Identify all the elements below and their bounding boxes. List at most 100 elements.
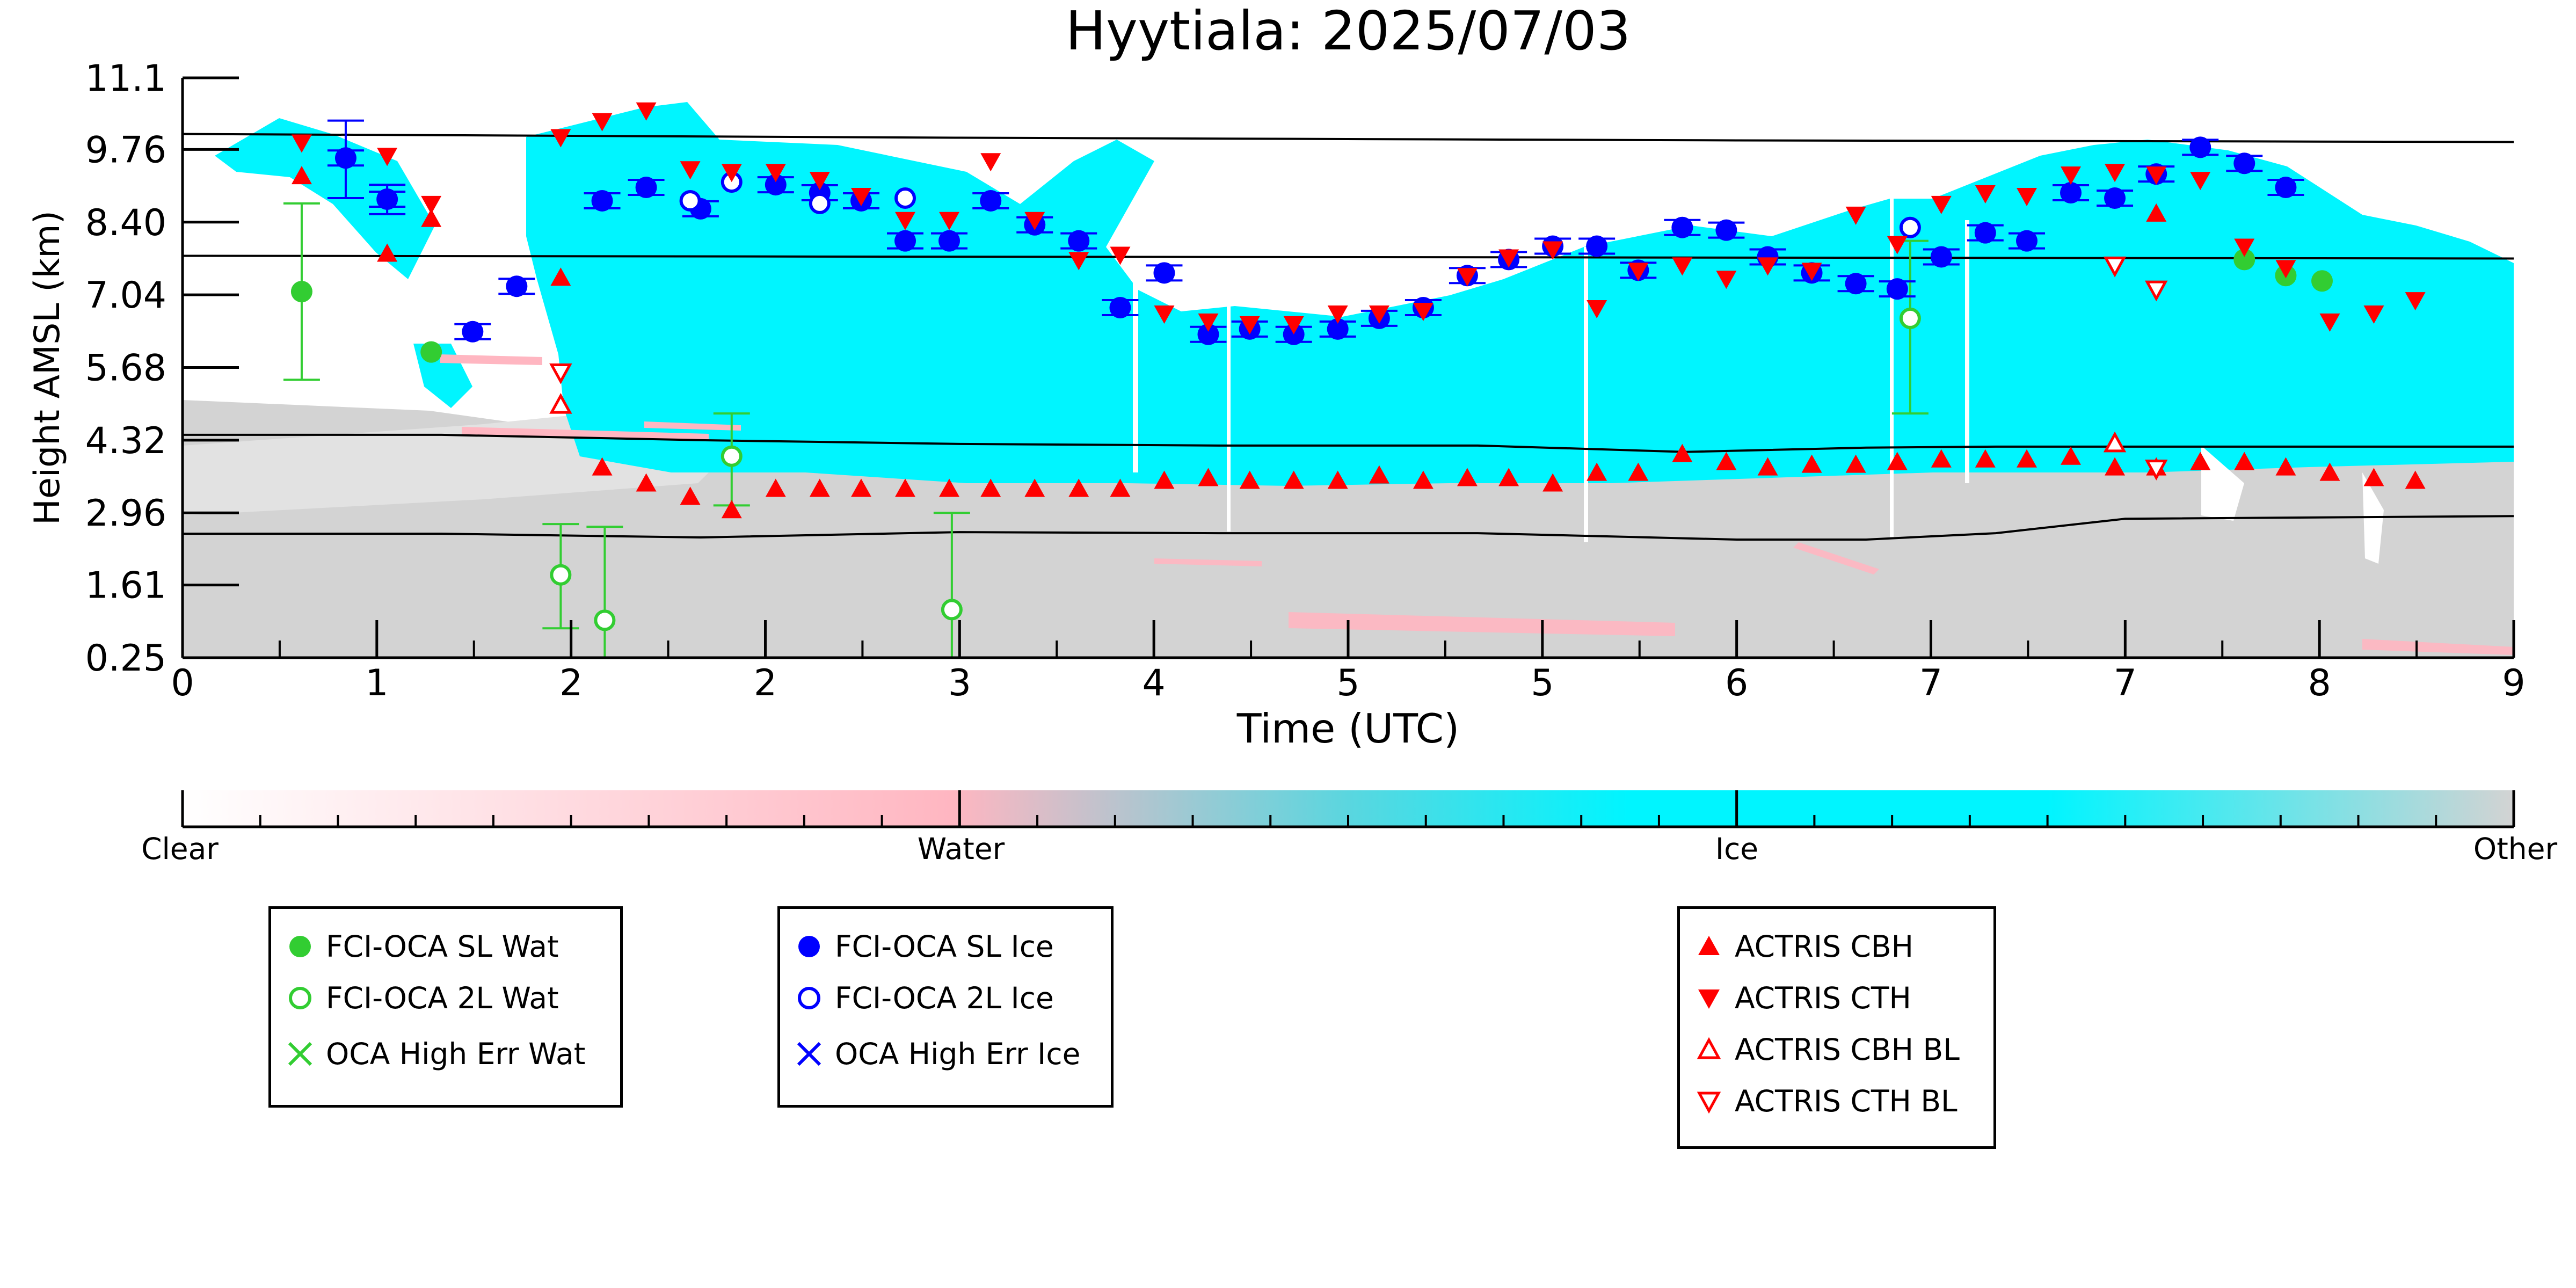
data-point bbox=[1716, 271, 1737, 289]
data-point bbox=[765, 174, 787, 196]
data-point bbox=[679, 190, 701, 212]
data-point bbox=[1845, 273, 1867, 295]
data-point bbox=[334, 147, 356, 169]
data-point bbox=[550, 564, 572, 586]
data-point bbox=[2146, 166, 2167, 185]
data-point bbox=[549, 392, 572, 414]
x-tick-label: 6 bbox=[1725, 662, 1748, 704]
data-point bbox=[1757, 257, 1778, 276]
data-point bbox=[1975, 185, 1996, 204]
data-point bbox=[1153, 262, 1175, 284]
reference-line bbox=[183, 515, 2514, 541]
data-point bbox=[1930, 246, 1952, 268]
filled-circle-icon bbox=[289, 936, 311, 957]
data-point bbox=[809, 478, 830, 497]
data-point bbox=[1715, 219, 1737, 241]
ice-class-area-main bbox=[526, 102, 2514, 486]
data-point bbox=[1672, 443, 1693, 462]
data-point bbox=[2190, 172, 2211, 191]
data-point bbox=[592, 457, 613, 476]
y-tick-label: 11.1 bbox=[85, 57, 166, 100]
data-point bbox=[1671, 216, 1693, 238]
data-point bbox=[1283, 316, 1304, 334]
data-point bbox=[2061, 166, 2082, 185]
data-point bbox=[1931, 195, 1952, 214]
data-point bbox=[1369, 305, 1389, 324]
data-point bbox=[2060, 182, 2082, 204]
y-tick-label: 4.32 bbox=[85, 420, 166, 462]
data-point bbox=[2405, 292, 2426, 311]
legend-label: OCA High Err Wat bbox=[326, 1037, 586, 1071]
colorbar-label-other: Other bbox=[2473, 832, 2558, 866]
data-point bbox=[2190, 452, 2211, 470]
data-point bbox=[1369, 465, 1389, 484]
legend-label: OCA High Err Ice bbox=[835, 1037, 1081, 1071]
data-point bbox=[851, 187, 872, 206]
data-point bbox=[1024, 212, 1045, 230]
ice-class-area-left bbox=[215, 118, 435, 279]
legend-actris: ACTRIS CBH ACTRIS CTH ACTRIS CBH BL ACTR… bbox=[1677, 906, 1996, 1149]
data-point bbox=[1845, 454, 1866, 473]
data-point bbox=[549, 363, 572, 384]
data-point bbox=[1109, 297, 1131, 319]
data-point bbox=[462, 321, 484, 343]
data-point bbox=[591, 190, 613, 212]
legend-item-fci-oca-sl-wat: FCI-OCA SL Wat bbox=[285, 925, 559, 968]
data-point bbox=[1457, 268, 1478, 287]
x-tick-label: 4 bbox=[1143, 662, 1166, 704]
data-point bbox=[2017, 187, 2037, 206]
data-point bbox=[2017, 449, 2037, 468]
data-point bbox=[1628, 462, 1649, 481]
data-point bbox=[2275, 260, 2296, 279]
triangle-down-icon bbox=[1698, 989, 1720, 1009]
data-point bbox=[1327, 318, 1349, 340]
x-tick-label: 1 bbox=[365, 662, 388, 704]
y-tick-label: 9.76 bbox=[85, 129, 166, 171]
data-point bbox=[2319, 462, 2340, 481]
data-point bbox=[851, 478, 872, 497]
data-point bbox=[1068, 252, 1089, 271]
data-point bbox=[980, 478, 1001, 497]
legend-item-fci-oca-2l-wat: FCI-OCA 2L Wat bbox=[285, 977, 559, 1020]
data-point bbox=[1413, 302, 1433, 321]
data-point bbox=[1887, 236, 1908, 254]
data-point bbox=[2234, 452, 2255, 470]
data-point bbox=[2145, 280, 2168, 302]
data-point bbox=[2233, 249, 2255, 271]
y-tick-label: 7.04 bbox=[85, 274, 166, 317]
data-point bbox=[765, 478, 786, 497]
x-mark-icon bbox=[797, 1042, 821, 1066]
data-point bbox=[1110, 246, 1131, 265]
data-point bbox=[2104, 187, 2126, 209]
data-point bbox=[809, 172, 830, 191]
filled-circle-icon bbox=[798, 936, 820, 957]
data-point bbox=[2233, 152, 2255, 174]
open-circle-icon bbox=[798, 987, 820, 1009]
data-point bbox=[2363, 305, 2384, 324]
legend-item-actris-cbh-bl: ACTRIS CBH BL bbox=[1694, 1028, 1960, 1071]
legend-label: FCI-OCA 2L Wat bbox=[326, 981, 559, 1015]
legend-label: ACTRIS CTH BL bbox=[1735, 1084, 1958, 1118]
legend-item-fci-oca-sl-ice: FCI-OCA SL Ice bbox=[794, 925, 1054, 968]
triangle-up-icon bbox=[1698, 936, 1720, 955]
legend-item-actris-cth-bl: ACTRIS CTH BL bbox=[1694, 1080, 1958, 1123]
open-triangle-down-icon bbox=[1697, 1091, 1721, 1114]
data-point bbox=[2319, 313, 2340, 332]
data-point bbox=[680, 161, 701, 180]
data-point bbox=[2275, 457, 2296, 476]
data-point bbox=[635, 177, 657, 199]
data-point bbox=[1198, 468, 1219, 486]
data-point bbox=[2145, 460, 2168, 481]
data-point bbox=[291, 134, 312, 153]
data-point bbox=[2103, 256, 2127, 278]
data-point bbox=[1899, 307, 1921, 329]
data-point bbox=[1239, 316, 1260, 334]
data-point bbox=[941, 599, 963, 621]
x-tick-label: 7 bbox=[2114, 662, 2137, 704]
y-axis-label: Height AMSL (km) bbox=[27, 210, 68, 525]
data-point bbox=[1413, 470, 1433, 489]
data-point bbox=[2103, 431, 2127, 453]
data-point bbox=[894, 187, 916, 209]
data-point bbox=[550, 267, 571, 286]
